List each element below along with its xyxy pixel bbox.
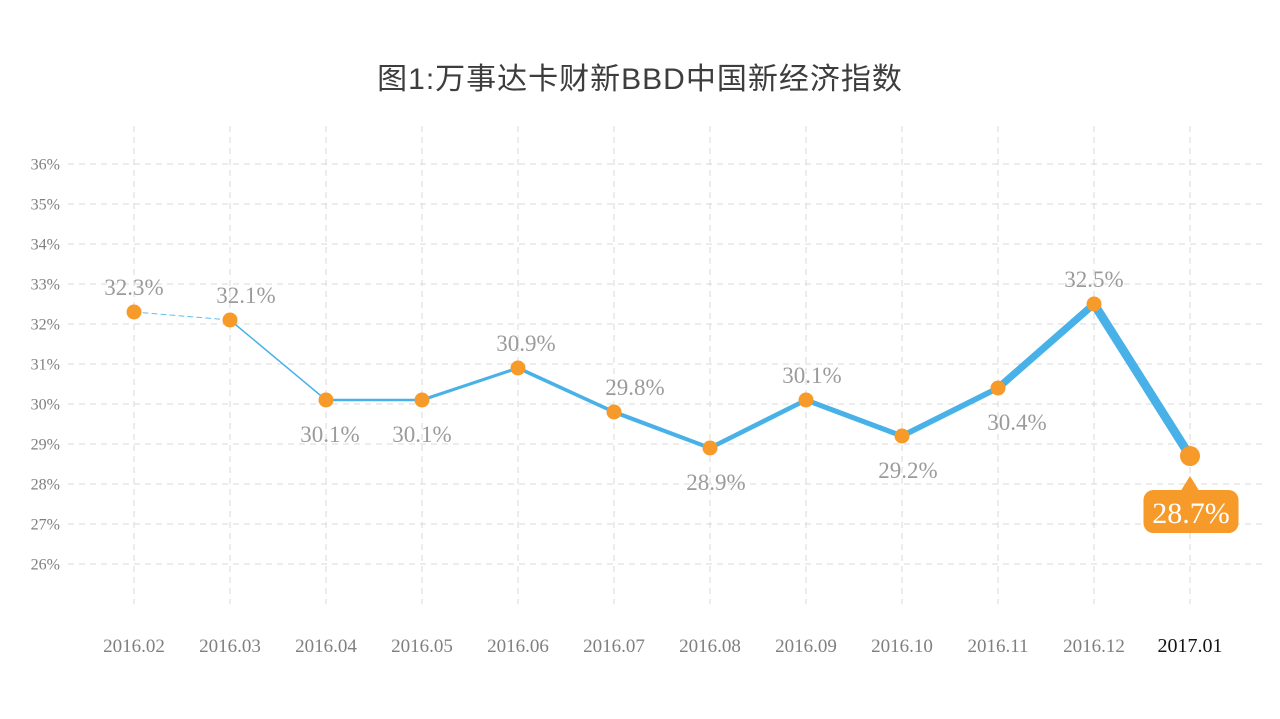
data-points (126, 296, 1200, 466)
callout-box (1143, 490, 1239, 533)
x-axis-tick-label: 2016.09 (775, 636, 837, 657)
x-axis-tick-label: 2016.10 (871, 636, 933, 657)
data-point (798, 392, 814, 408)
x-axis-tick-label: 2016.06 (487, 636, 549, 657)
current-value-callout: 28.7% (1143, 476, 1239, 533)
data-point (1086, 296, 1102, 312)
data-point (606, 404, 622, 420)
horizontal-gridlines (68, 163, 1262, 565)
data-point-label: 32.1% (216, 283, 275, 308)
line-segment (133, 311, 231, 321)
data-point-label: 29.2% (878, 458, 937, 483)
data-point (222, 312, 238, 328)
x-axis-tick-label: 2016.12 (1063, 636, 1125, 657)
line-segment (899, 385, 1001, 439)
line-segment (994, 300, 1098, 392)
y-axis-tick-label: 34% (31, 237, 60, 254)
data-point-label: 32.3% (104, 275, 163, 300)
vertical-gridlines (133, 126, 1191, 604)
data-point-label: 30.9% (496, 331, 555, 356)
line-segment (803, 397, 905, 439)
index-line-series (133, 299, 1195, 461)
y-axis-tick-label: 36% (31, 157, 60, 174)
data-point-label: 30.4% (987, 410, 1046, 435)
y-axis-tick-label: 31% (31, 357, 60, 374)
data-point-label: 30.1% (782, 363, 841, 388)
x-axis-tick-label-current: 2017.01 (1158, 635, 1223, 657)
x-axis-tick-label: 2016.02 (103, 636, 165, 657)
data-point-label: 28.9% (686, 470, 745, 495)
y-axis-tick-label: 35% (31, 197, 60, 214)
x-axis-tick-label: 2016.11 (967, 636, 1028, 657)
callout-value-label: 28.7% (1152, 497, 1230, 530)
y-axis-tick-label: 30% (31, 397, 60, 414)
y-axis-tick-label: 32% (31, 317, 60, 334)
x-axis-tick-label: 2016.03 (199, 636, 261, 657)
x-axis-tick-label: 2016.08 (679, 636, 741, 657)
x-axis-tick-label: 2016.07 (583, 636, 645, 657)
data-point-label: 32.5% (1064, 267, 1123, 292)
data-point (126, 304, 142, 320)
data-labels: 32.3% 32.1% 30.1% 30.1% 30.9% 29.8% 28.9% 30.1%… (104, 267, 1123, 495)
data-point (990, 380, 1006, 396)
line-segment (420, 366, 520, 402)
y-axis-tick-label: 27% (31, 517, 60, 534)
data-point (510, 360, 526, 376)
line-segment (516, 366, 616, 414)
data-point (414, 392, 430, 408)
data-point (894, 428, 910, 444)
data-point (318, 392, 334, 408)
chart-title: 图1:万事达卡财新BBD中国新经济指数 (377, 63, 903, 96)
y-axis-tick-label: 28% (31, 477, 60, 494)
x-axis-tick-label: 2016.05 (391, 636, 453, 657)
y-axis-tick-label: 29% (31, 437, 60, 454)
data-point-label: 30.1% (300, 422, 359, 447)
x-axis-tick-label: 2016.04 (295, 636, 357, 657)
line-segment (229, 319, 327, 401)
data-point-label: 30.1% (392, 422, 451, 447)
data-point (702, 440, 718, 456)
line-segment (611, 409, 713, 451)
x-axis-tick-labels: 2016.02 2016.03 2016.04 2016.05 2016.06 2016.… (103, 635, 1222, 657)
line-segment (707, 397, 809, 451)
data-point-label: 29.8% (605, 375, 664, 400)
data-point-current (1180, 446, 1200, 466)
y-axis-tick-labels: 36% 35% 34% 33% 32% 31% 30% 29% 28% 27% 26% (31, 157, 60, 574)
y-axis-tick-label: 26% (31, 557, 60, 574)
y-axis-tick-label: 33% (31, 277, 60, 294)
line-segment (1089, 299, 1195, 461)
